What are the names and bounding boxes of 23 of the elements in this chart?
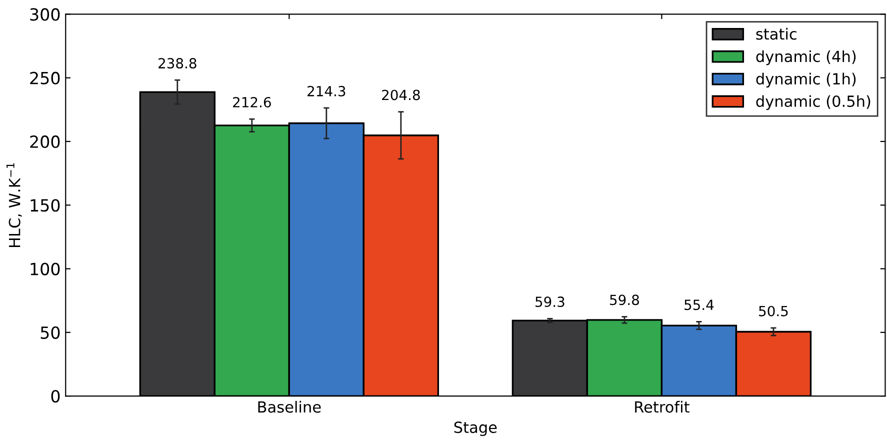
data-label: 212.6: [233, 96, 271, 108]
x-axis-title: Stage: [454, 422, 497, 436]
y-tick-label: 200: [30, 135, 60, 148]
data-label: 214.3: [308, 86, 346, 96]
x-tick-label: Baseline: [258, 400, 321, 413]
legend-label: dynamic (4h): [756, 50, 856, 66]
data-label: 55.4: [684, 300, 714, 310]
data-label: 50.5: [759, 306, 788, 316]
y-tick-label: 100: [30, 262, 60, 276]
y-tick-label: 50: [40, 326, 60, 339]
data-label: 59.8: [610, 294, 639, 306]
data-label: 204.8: [382, 90, 420, 100]
legend-label: static: [756, 28, 796, 40]
y-tick-label: 250: [30, 72, 60, 84]
legend-label: dynamic (1h): [756, 72, 856, 88]
data-label: 238.8: [158, 58, 196, 69]
data-label: 59.3: [536, 296, 564, 308]
y-tick-label: 0: [51, 390, 60, 403]
x-tick-label: Retrofit: [635, 400, 690, 413]
y-tick-label: 150: [30, 199, 60, 212]
y-tick-label: 300: [30, 8, 60, 21]
y-axis-title: HLC, W.K$^{−1}$: [6, 163, 22, 247]
legend-label: dynamic (0.5h): [756, 95, 870, 110]
